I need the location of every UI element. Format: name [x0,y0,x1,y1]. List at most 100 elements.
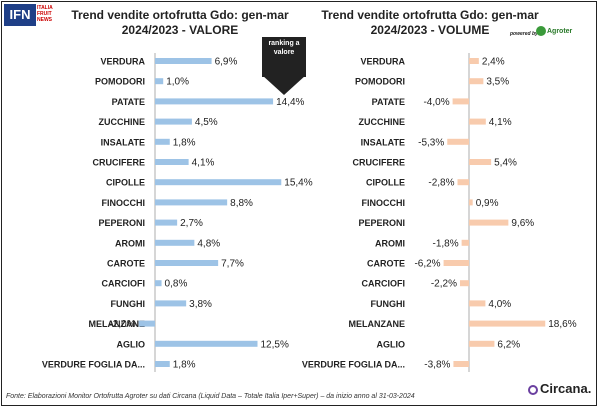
ifn-logo: IFN ITALIA FRUIT NEWS [4,4,56,28]
data-label-volume: -2,8% [428,178,454,189]
bar-valore [155,340,258,347]
data-label-volume: -5,3% [418,137,444,148]
chart-subtitle-valore: 2024/2023 - VALORE [121,23,239,37]
category-label-valore: FINOCCHI [102,198,146,208]
category-label-valore: CARCIOFI [102,279,146,289]
data-label-valore: 4,5% [195,117,218,128]
ifn-logo-text: IFN [4,4,36,26]
data-label-valore: 14,4% [276,97,304,108]
category-label-valore: AROMI [115,238,145,248]
bar-valore [155,300,187,307]
bar-volume [453,361,469,367]
bar-volume [457,179,469,186]
data-label-volume: -4,0% [423,97,449,108]
agroter-logo: Agroter [536,26,572,36]
category-label-volume: INSALATE [361,137,405,147]
category-label-valore: ZUCCHINE [99,117,146,127]
bar-valore [155,199,228,206]
data-label-valore: 2,7% [180,218,203,229]
bar-valore [155,179,282,186]
bar-volume [469,199,473,206]
category-label-volume: AGLIO [377,339,406,349]
circana-logo: Circana. [528,381,591,396]
chart-subtitle-volume: 2024/2023 - VOLUME [370,23,490,37]
category-label-valore: VERDURE FOGLIA DA... [42,360,145,370]
category-label-volume: CRUCIFERE [352,158,405,168]
category-label-volume: PEPERONI [358,218,405,228]
data-label-valore: -2,0% [109,319,135,330]
bar-valore [155,361,170,367]
data-label-valore: 3,8% [189,299,212,310]
data-label-volume: 4,0% [488,299,511,310]
category-label-volume: VERDURE FOGLIA DA... [302,360,405,370]
category-label-valore: CIPOLLE [106,178,145,188]
bar-valore [138,320,155,327]
bar-volume [461,239,469,246]
data-label-volume: -1,8% [432,238,458,249]
data-label-valore: 4,1% [192,158,215,169]
category-label-volume: VERDURA [360,57,405,67]
category-label-valore: PATATE [112,97,145,107]
circana-logo-text: Circana. [540,381,592,396]
data-label-valore: 1,8% [173,137,196,148]
bar-volume [452,98,469,105]
category-label-volume: AROMI [375,238,405,248]
bar-valore [155,280,162,287]
bar-volume [469,159,492,165]
category-label-valore: PEPERONI [98,218,145,228]
category-label-valore: VERDURA [100,57,145,67]
source-footnote: Fonte: Elaborazioni Monitor Ortofrutta A… [6,393,415,400]
category-label-valore: CRUCIFERE [92,158,145,168]
category-label-volume: CAROTE [367,259,405,269]
data-label-volume: 0,9% [476,198,499,209]
bar-volume [469,300,486,307]
data-label-volume: -6,2% [414,259,440,270]
bar-volume [443,260,469,266]
bar-valore [155,98,274,105]
category-label-valore: AGLIO [117,339,146,349]
data-label-volume: 3,5% [486,77,509,88]
data-label-volume: 2,4% [482,57,505,68]
data-label-volume: -3,8% [424,360,450,371]
powered-by-label: powered by [510,31,538,37]
bar-volume [469,118,486,125]
agroter-logo-text: Agroter [547,27,573,35]
data-label-volume: -2,2% [431,279,457,290]
bar-volume [469,78,484,85]
category-label-volume: PATATE [372,97,405,107]
ifn-logo-subtext: ITALIA FRUIT NEWS [37,5,53,23]
data-label-volume: 6,2% [497,339,520,350]
data-label-valore: 12,5% [261,339,289,350]
category-label-volume: MELANZANE [349,319,406,329]
data-label-volume: 18,6% [548,319,576,330]
data-label-volume: 4,1% [489,117,512,128]
circana-ring-icon [528,384,538,395]
category-label-valore: MELANZANE [89,319,146,329]
bar-valore [155,78,164,85]
category-label-valore: INSALATE [101,137,145,147]
chart-title-volume: Trend vendite ortofrutta Gdo: gen-mar 20… [310,8,550,38]
bar-valore [155,58,212,64]
chart-title-volume-line1: Trend vendite ortofrutta Gdo: gen-mar [321,8,539,22]
ranking-callout: ranking a valore [262,37,306,77]
data-label-valore: 0,8% [165,279,188,290]
chart-title-valore: Trend vendite ortofrutta Gdo: gen-mar 20… [60,8,300,38]
agroter-leaf-icon [536,26,546,36]
bar-valore [155,118,192,125]
category-label-volume: ZUCCHINE [359,117,406,127]
data-label-volume: 9,6% [511,218,534,229]
chart-title-valore-line1: Trend vendite ortofrutta Gdo: gen-mar [71,8,289,22]
category-label-valore: CAROTE [107,259,145,269]
bar-volume [469,340,495,347]
bar-valore [155,239,195,246]
category-label-volume: CARCIOFI [362,279,406,289]
bar-volume [459,280,469,287]
bar-volume [447,138,469,145]
bar-valore [155,159,189,165]
data-label-valore: 4,8% [197,238,220,249]
bar-valore [155,219,178,226]
data-label-valore: 7,7% [221,259,244,270]
bar-valore [155,138,170,145]
data-label-valore: 6,9% [215,57,238,68]
